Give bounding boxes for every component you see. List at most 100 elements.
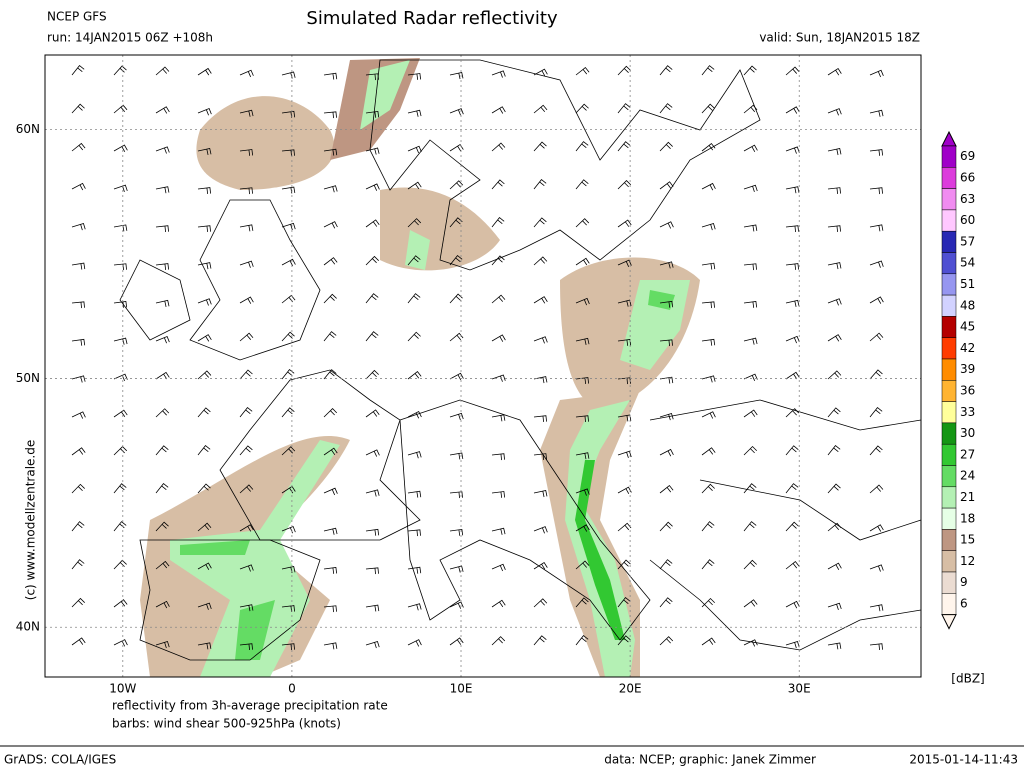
wind-barb: [617, 65, 631, 76]
wind-barb: [743, 483, 757, 494]
wind-barb: [659, 103, 673, 114]
wind-barb: [407, 218, 422, 228]
wind-barb: [365, 640, 380, 649]
wind-barb: [701, 637, 716, 646]
wind-barb: [575, 635, 589, 646]
echo: [575, 460, 625, 640]
lat-label: 40N: [16, 620, 40, 634]
colorbar-label: 18: [960, 511, 975, 525]
wind-barb: [323, 642, 338, 650]
wind-barb: [617, 179, 632, 190]
wind-barb: [785, 225, 799, 233]
colorbar-box: [941, 252, 957, 275]
wind-barb: [701, 65, 715, 76]
wind-barb: [71, 597, 85, 608]
wind-barb: [113, 337, 128, 345]
wind-barb: [743, 263, 757, 271]
wind-barb: [827, 370, 842, 380]
wind-barb: [743, 559, 757, 570]
wind-barb: [197, 445, 211, 456]
wind-barb: [533, 490, 548, 498]
wind-barb: [113, 409, 128, 418]
wind-barb: [659, 261, 674, 269]
colorbar-box: [941, 593, 957, 615]
colorbar-label: 42: [960, 341, 975, 355]
wind-barb: [449, 108, 464, 116]
wind-barb: [281, 149, 295, 157]
map: [44, 54, 922, 678]
wind-barb: [323, 447, 338, 456]
colorbar-box: [941, 145, 957, 168]
wind-barb: [239, 524, 254, 532]
wind-barb: [449, 412, 464, 421]
wind-barb: [197, 67, 212, 76]
wind-barb: [491, 453, 505, 461]
wind-barb: [785, 186, 800, 194]
wind-barb: [617, 339, 632, 346]
wind-barb: [113, 559, 127, 570]
wind-barb: [323, 408, 338, 418]
valid-time: valid: Sun, 18JAN2015 18Z: [759, 31, 920, 45]
wind-barb: [827, 642, 842, 650]
wind-barb: [239, 484, 254, 494]
run: run: 14JAN2015 06Z +108h: [47, 31, 213, 45]
wind-barb: [533, 179, 547, 190]
wind-barb: [323, 605, 337, 613]
colorbar-box: [941, 422, 957, 445]
wind-barb: [827, 522, 842, 532]
wind-barb: [71, 65, 85, 76]
wind-barb: [827, 187, 841, 194]
wind-barb: [575, 179, 589, 190]
colorbar-label: 66: [960, 170, 975, 184]
wind-barb: [827, 407, 841, 418]
wind-barb: [407, 411, 422, 419]
wind-barb: [281, 407, 295, 418]
wind-barb: [659, 65, 673, 76]
wind-barb: [449, 332, 464, 342]
colorbar: 6966636057545148454239363330272421181512…: [941, 130, 975, 630]
wind-barb: [617, 219, 632, 228]
wind-barb: [869, 149, 884, 156]
colorbar-box: [941, 507, 957, 530]
wind-barb: [113, 599, 128, 608]
colorbar-label: 45: [960, 320, 975, 334]
wind-barb: [239, 564, 254, 572]
colorbar-box: [941, 529, 957, 551]
colorbar-label: 60: [960, 213, 975, 227]
wind-barb: [785, 335, 800, 344]
wind-barb: [323, 221, 338, 229]
wind-barb: [71, 182, 86, 191]
wind-barb: [617, 450, 632, 459]
wind-barb: [575, 66, 590, 76]
wind-barb: [827, 298, 842, 306]
wind-barb: [407, 73, 422, 80]
wind-barb: [365, 293, 379, 304]
wind-barb: [701, 142, 716, 152]
colorbar-label: 48: [960, 298, 975, 312]
wind-barb: [827, 148, 842, 156]
colorbar-label: 6: [960, 596, 968, 610]
wind-barb: [155, 106, 170, 114]
wind-barb: [323, 487, 338, 496]
colorbar-label: 69: [960, 149, 975, 163]
wind-barb: [491, 563, 506, 572]
timestamp: 2015-01-14-11:43: [909, 753, 1018, 767]
wind-barb: [323, 185, 338, 193]
wind-barb: [323, 148, 338, 156]
wind-barb: [701, 375, 716, 383]
software: GrADS: COLA/IGES: [4, 753, 116, 767]
wind-barb: [533, 526, 548, 534]
wind-barb: [449, 255, 463, 266]
wind-barb: [365, 255, 379, 266]
wind-barb: [197, 370, 212, 380]
wind-barb: [869, 407, 883, 418]
wind-barb: [533, 141, 547, 152]
lon-label: 30E: [788, 682, 811, 696]
wind-barb: [617, 559, 631, 570]
wind-barb: [407, 145, 422, 154]
title: Simulated Radar reflectivity: [306, 8, 558, 29]
wind-barb: [869, 445, 883, 456]
wind-barb: [365, 147, 380, 155]
wind-barb: [323, 72, 338, 80]
